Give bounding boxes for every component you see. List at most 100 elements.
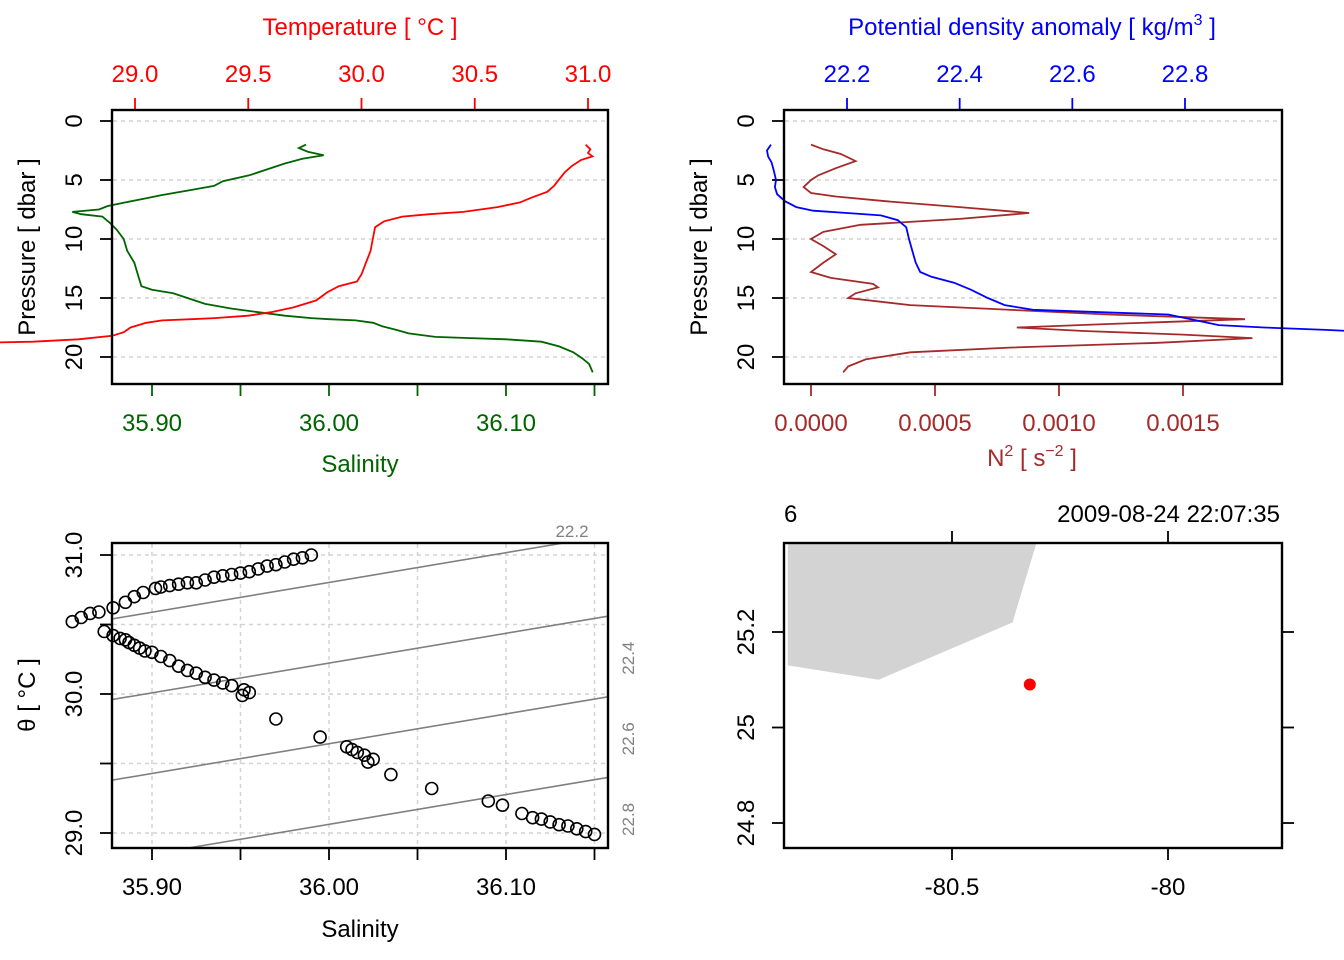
tick-label: 20 bbox=[733, 344, 760, 371]
pressure-gridlines bbox=[113, 120, 607, 358]
ts-point bbox=[481, 794, 496, 808]
n2-title-end: ] bbox=[1064, 445, 1077, 472]
temperature-axis-title: Temperature [ °C ] bbox=[263, 14, 458, 41]
ts-point bbox=[295, 550, 310, 565]
pressure-gridlines bbox=[785, 120, 1281, 358]
tick-label: 20 bbox=[61, 344, 88, 371]
ts-gridlines bbox=[113, 544, 607, 847]
ts-point bbox=[543, 815, 558, 829]
tick-label: 36.10 bbox=[476, 410, 536, 437]
ts-point bbox=[198, 670, 212, 685]
isopycnal-label: 22.8 bbox=[619, 803, 638, 836]
tick-label: 22.4 bbox=[936, 61, 983, 88]
ts-point bbox=[65, 614, 80, 629]
ts-point bbox=[83, 606, 97, 621]
ts-point bbox=[198, 573, 212, 587]
ts-point bbox=[357, 748, 372, 763]
temperature-line bbox=[0, 143, 595, 344]
map-viewport bbox=[787, 543, 1037, 680]
salinity-axis-title: Salinity bbox=[321, 451, 398, 478]
pressure-axis: 0 5 10 15 20 bbox=[61, 114, 112, 370]
ts-point bbox=[180, 575, 195, 590]
station-number-label: 6 bbox=[784, 501, 797, 528]
isopycnal-label: 22.6 bbox=[619, 722, 638, 755]
n2-title-mid: [ s bbox=[1013, 445, 1045, 472]
ts-point bbox=[154, 580, 168, 594]
latitude-axis: 24.8 25 25.2 bbox=[733, 609, 784, 846]
isopycnal-line bbox=[111, 695, 609, 781]
tick-label: 22.8 bbox=[1162, 61, 1209, 88]
ts-point bbox=[384, 767, 398, 782]
tick-label: 29.5 bbox=[225, 61, 272, 88]
ts-point bbox=[207, 570, 221, 585]
ts-point bbox=[138, 644, 152, 658]
tick-label: 36.00 bbox=[299, 874, 359, 901]
ts-point bbox=[145, 645, 159, 660]
ts-point bbox=[350, 745, 365, 760]
density-title-end: ] bbox=[1203, 14, 1216, 41]
density-line bbox=[766, 144, 1344, 332]
isopycnal-lines: 22.2 22.4 22.6 22.8 bbox=[111, 522, 638, 849]
pressure-axis: 0 5 10 15 20 bbox=[733, 114, 784, 370]
ts-point bbox=[269, 557, 283, 572]
ts-points bbox=[65, 548, 602, 842]
n2-axis: 0.0000 0.0005 0.0010 0.0015 bbox=[774, 384, 1220, 437]
tick-label: 35.90 bbox=[122, 874, 182, 901]
ts-point bbox=[171, 577, 186, 592]
isopycnal-line bbox=[111, 615, 609, 701]
longitude-axis: -80.5 -80 bbox=[925, 848, 1185, 901]
ts-point bbox=[97, 624, 111, 639]
density-axis: 22.2 22.4 22.6 22.8 bbox=[824, 61, 1209, 110]
isopycnal-line bbox=[111, 542, 564, 620]
tick-label: 15 bbox=[61, 285, 88, 312]
ts-point bbox=[216, 676, 230, 690]
station-time-label: 2009-08-24 22:07:35 bbox=[1057, 501, 1280, 528]
isopycnal-label: 22.2 bbox=[555, 522, 588, 541]
panel-station-map: -80.5 -80 24.8 25 25.2 6 2009-08-24 22:07:3… bbox=[733, 501, 1294, 901]
profile-lines bbox=[0, 143, 595, 373]
pressure-axis-title: Pressure [ dbar ] bbox=[14, 158, 41, 335]
tick-label: 30.5 bbox=[451, 61, 498, 88]
ts-point bbox=[92, 605, 106, 619]
ts-point bbox=[189, 575, 203, 590]
ts-point bbox=[180, 663, 195, 678]
temperature-axis: 29.0 29.5 30.0 30.5 31.0 bbox=[112, 61, 612, 110]
panel-density-n2-profile: Potential density anomaly [ kg/m3 ] 22.2… bbox=[686, 12, 1344, 472]
tick-label: 25.2 bbox=[733, 609, 760, 656]
n2-line bbox=[802, 143, 1253, 373]
ts-point bbox=[277, 555, 292, 569]
tick-label: 0.0015 bbox=[1146, 410, 1219, 437]
tick-label: 31.0 bbox=[61, 532, 88, 579]
latitude-right-ticks bbox=[1282, 631, 1294, 824]
longitude-top-ticks bbox=[951, 531, 1169, 543]
n2-axis-title: N2 [ s−2 ] bbox=[987, 443, 1077, 472]
ts-point bbox=[260, 559, 274, 573]
theta-axis-title: θ [ °C ] bbox=[14, 658, 41, 732]
station-marker[interactable] bbox=[1023, 678, 1036, 691]
tick-label: 30.0 bbox=[338, 61, 385, 88]
n2-title-sup: 2 bbox=[1004, 443, 1013, 460]
tick-label: 31.0 bbox=[565, 61, 612, 88]
n2-title-sup2: −2 bbox=[1045, 443, 1063, 460]
ts-point bbox=[242, 685, 257, 700]
salinity-axis-title: Salinity bbox=[321, 916, 398, 943]
tick-label: -80.5 bbox=[925, 874, 980, 901]
tick-label: 22.6 bbox=[1049, 61, 1096, 88]
ts-point bbox=[313, 730, 327, 744]
ts-point bbox=[162, 578, 177, 593]
ts-point bbox=[207, 673, 221, 687]
ts-point bbox=[361, 755, 375, 769]
plot-frame bbox=[782, 541, 1284, 850]
ts-point bbox=[251, 562, 266, 576]
ts-point bbox=[189, 666, 203, 681]
theta-axis: 29.0 30.0 31.0 bbox=[61, 532, 112, 856]
ts-point bbox=[113, 631, 127, 646]
tick-label: 5 bbox=[61, 173, 88, 186]
ts-point bbox=[578, 824, 593, 839]
ts-point bbox=[118, 595, 133, 610]
density-title-main: Potential density anomaly [ kg/m bbox=[848, 14, 1194, 41]
ts-point bbox=[224, 567, 239, 582]
tick-label: 10 bbox=[733, 226, 760, 253]
salinity-line bbox=[72, 143, 594, 373]
n2-title-main: N bbox=[987, 445, 1004, 472]
